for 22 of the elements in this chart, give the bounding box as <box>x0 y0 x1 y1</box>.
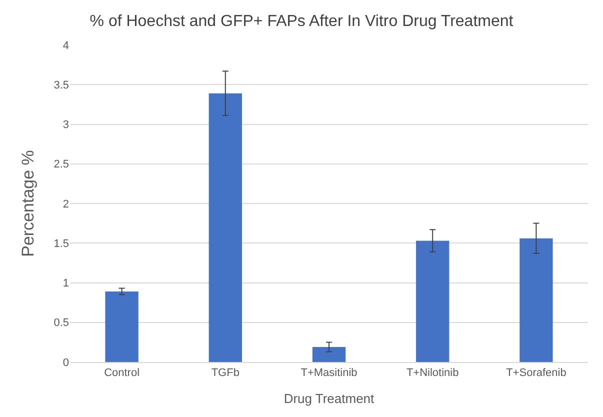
x-tick-label: TGFb <box>211 367 240 380</box>
x-tick-label: T+Nilotinib <box>406 367 459 380</box>
y-tick-label: 2 <box>62 198 69 210</box>
y-tick-label: 1.5 <box>54 238 69 250</box>
y-axis-title: Percentage % <box>18 150 38 257</box>
bar <box>208 93 242 362</box>
y-tick-label: 3 <box>62 119 69 132</box>
x-tick-label: T+Sorafenib <box>506 367 566 380</box>
y-tick-label: 4 <box>62 40 69 52</box>
y-tick-label: 2.5 <box>54 158 69 171</box>
bar <box>520 238 553 362</box>
x-axis-title: Drug Treatment <box>284 390 375 406</box>
bar <box>312 346 346 362</box>
bar <box>416 240 450 362</box>
y-tick-label: 0 <box>62 356 69 369</box>
bar <box>105 291 138 362</box>
x-tick-label: T+Masitinib <box>300 367 358 380</box>
y-tick-label: 3.5 <box>54 79 69 92</box>
y-tick-label: 0.5 <box>54 317 69 330</box>
chart-title: % of Hoechst and GFP+ FAPs After In Vitro Drug Treatment <box>90 12 514 30</box>
x-tick-label: Control <box>104 367 140 380</box>
y-tick-label: 1 <box>62 278 69 290</box>
